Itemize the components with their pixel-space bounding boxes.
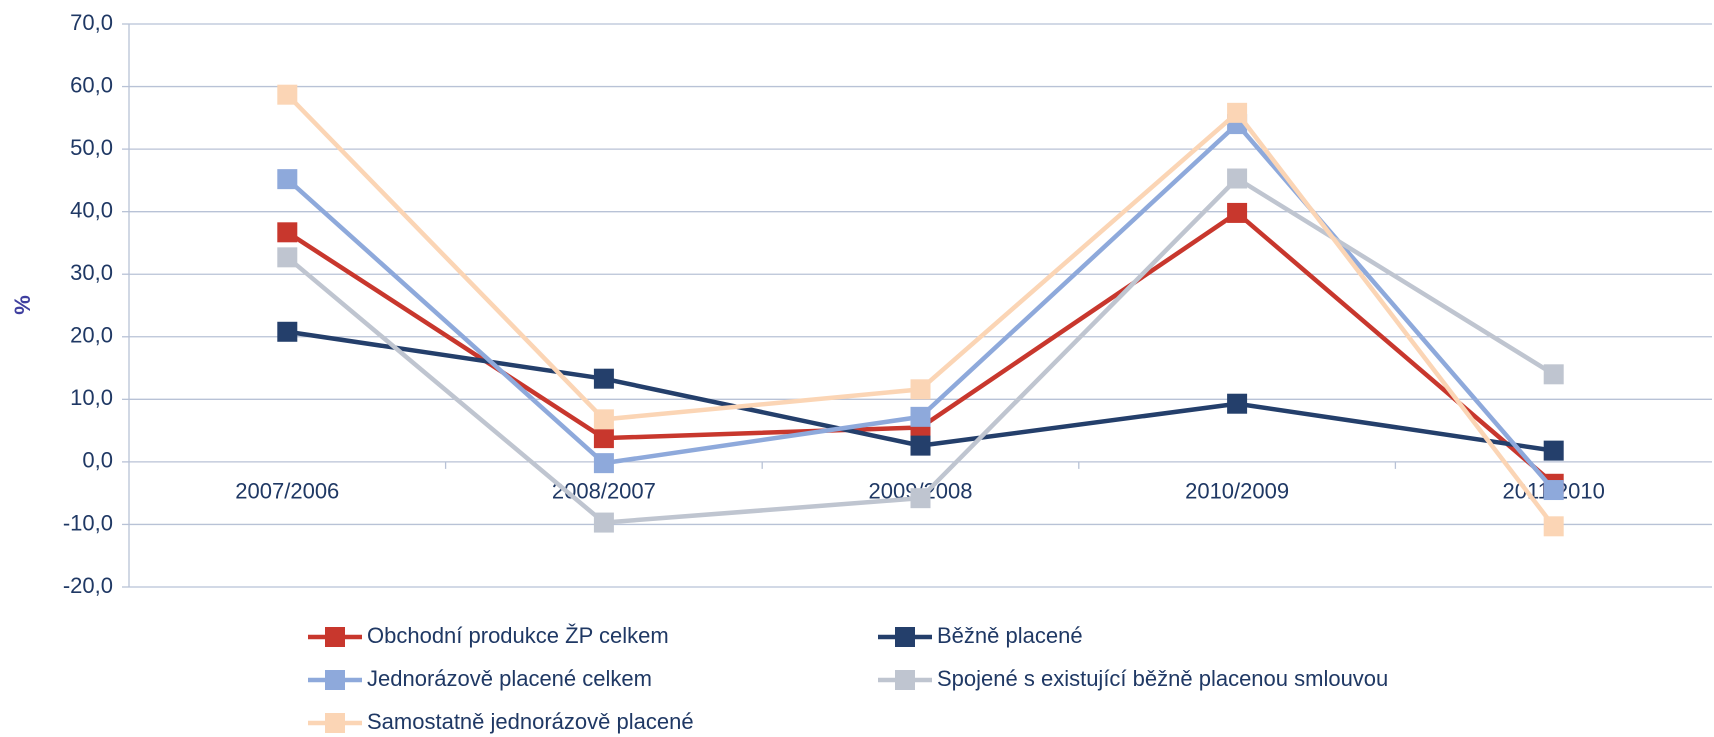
series-marker — [593, 368, 614, 389]
series-marker — [910, 435, 931, 456]
series-marker — [1227, 102, 1248, 123]
series-marker — [277, 169, 298, 190]
series-marker — [1543, 440, 1564, 461]
legend-label: Samostatně jednorázově placené — [367, 709, 694, 734]
legend-label: Jednorázově placené celkem — [367, 666, 652, 691]
legend-marker — [895, 670, 915, 690]
series-marker — [1543, 516, 1564, 537]
legend-marker — [325, 713, 345, 733]
legend-marker — [325, 627, 345, 647]
series-marker — [1227, 202, 1248, 223]
series-marker — [593, 409, 614, 430]
y-tick-label: 40,0 — [70, 197, 113, 222]
y-axis-label: % — [10, 295, 35, 315]
legend-marker — [325, 670, 345, 690]
y-tick-label: 10,0 — [70, 385, 113, 410]
y-tick-label: 0,0 — [82, 448, 113, 473]
series-marker — [277, 84, 298, 105]
series-marker — [277, 247, 298, 268]
series-marker — [277, 222, 298, 243]
legend-label: Obchodní produkce ŽP celkem — [367, 623, 669, 648]
x-tick-label: 2010/2009 — [1185, 479, 1289, 504]
y-tick-label: 20,0 — [70, 323, 113, 348]
series-marker — [277, 321, 298, 342]
series-marker — [910, 406, 931, 427]
y-tick-label: -20,0 — [63, 573, 113, 598]
x-tick-label: 2007/2006 — [235, 479, 339, 504]
series-marker — [1543, 480, 1564, 501]
series-marker — [1543, 364, 1564, 385]
series-marker — [910, 379, 931, 400]
series-marker — [593, 512, 614, 533]
y-tick-label: 30,0 — [70, 260, 113, 285]
series-marker — [593, 453, 614, 474]
y-tick-label: 70,0 — [70, 10, 113, 35]
y-tick-label: 50,0 — [70, 135, 113, 160]
y-tick-label: -10,0 — [63, 510, 113, 535]
legend-label: Běžně placené — [937, 623, 1083, 648]
y-tick-label: 60,0 — [70, 72, 113, 97]
series-marker — [1227, 168, 1248, 189]
series-marker — [1227, 393, 1248, 414]
series-marker — [593, 428, 614, 449]
legend-label: Spojené s existující běžně placenou smlo… — [937, 666, 1388, 691]
legend-marker — [895, 627, 915, 647]
series-marker — [910, 488, 931, 509]
